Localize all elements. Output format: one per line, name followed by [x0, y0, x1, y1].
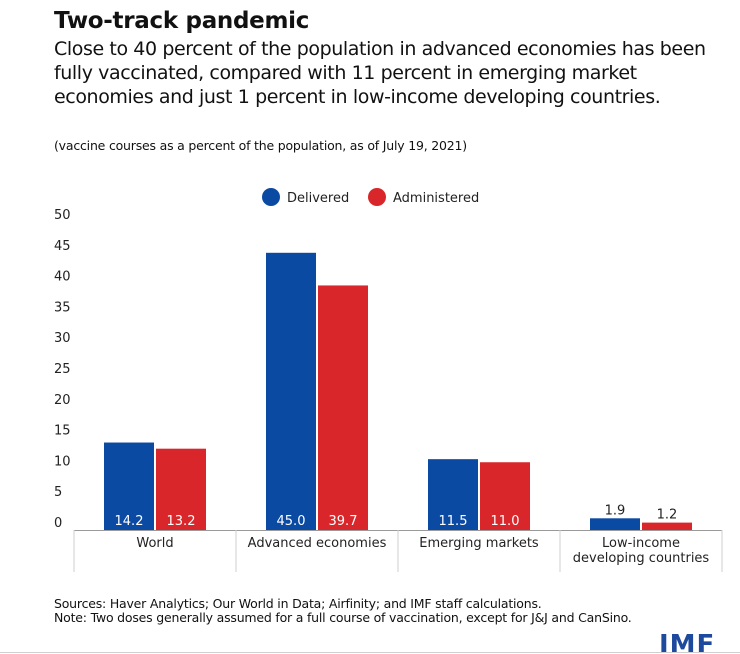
data-label: 14.2: [115, 514, 144, 529]
y-tick-label: 50: [54, 208, 71, 223]
bar-delivered: [428, 459, 478, 530]
y-tick-label: 40: [54, 270, 71, 285]
chart-units-note: (vaccine courses as a percent of the pop…: [54, 138, 467, 153]
y-tick-label: 15: [54, 424, 71, 439]
bar-chart: Delivered Administered 0 5 10 15 20 25 30 35 40 45 5…: [54, 188, 723, 572]
y-tick-label: 10: [54, 454, 71, 469]
y-tick-label: 45: [54, 239, 71, 254]
bar-administered: [480, 462, 530, 530]
bar-delivered: [590, 518, 640, 530]
y-tick-label: 25: [54, 362, 71, 377]
bar-administered: [156, 448, 206, 530]
legend-label-administered: Administered: [393, 191, 479, 206]
bar-administered: [318, 285, 368, 530]
data-label: 11.0: [491, 514, 520, 529]
y-tick-label: 0: [54, 516, 62, 531]
data-label: 13.2: [167, 514, 196, 529]
bar-delivered: [266, 252, 316, 531]
data-label: 39.7: [329, 514, 358, 529]
x-tick-label: developing countries: [573, 551, 710, 566]
bottom-rule: [0, 652, 740, 653]
bar-delivered: [104, 442, 154, 530]
chart-subtitle: Close to 40 percent of the population in…: [54, 38, 706, 108]
x-tick-label: Advanced economies: [248, 536, 387, 551]
x-tick-label: Low-income: [602, 536, 680, 551]
data-label: 11.5: [439, 514, 468, 529]
y-tick-label: 30: [54, 331, 71, 346]
legend-label-delivered: Delivered: [287, 191, 349, 206]
data-label: 1.2: [657, 508, 678, 523]
y-tick-label: 5: [54, 485, 62, 500]
legend-marker-administered: [368, 188, 386, 206]
data-label: 1.9: [605, 503, 626, 518]
sources-note: Sources: Haver Analytics; Our World in D…: [54, 596, 542, 611]
chart-footer: Sources: Haver Analytics; Our World in D…: [54, 597, 632, 625]
imf-logo: IMF: [659, 630, 716, 654]
legend-marker-delivered: [262, 188, 280, 206]
x-tick-label: Emerging markets: [419, 536, 539, 551]
bar-administered: [642, 522, 692, 530]
y-tick-label: 20: [54, 393, 71, 408]
y-tick-label: 35: [54, 300, 71, 315]
footnote: Note: Two doses generally assumed for a …: [54, 610, 632, 625]
x-tick-label: World: [136, 536, 173, 551]
data-label: 45.0: [277, 514, 306, 529]
chart-title: Two-track pandemic: [54, 8, 310, 34]
